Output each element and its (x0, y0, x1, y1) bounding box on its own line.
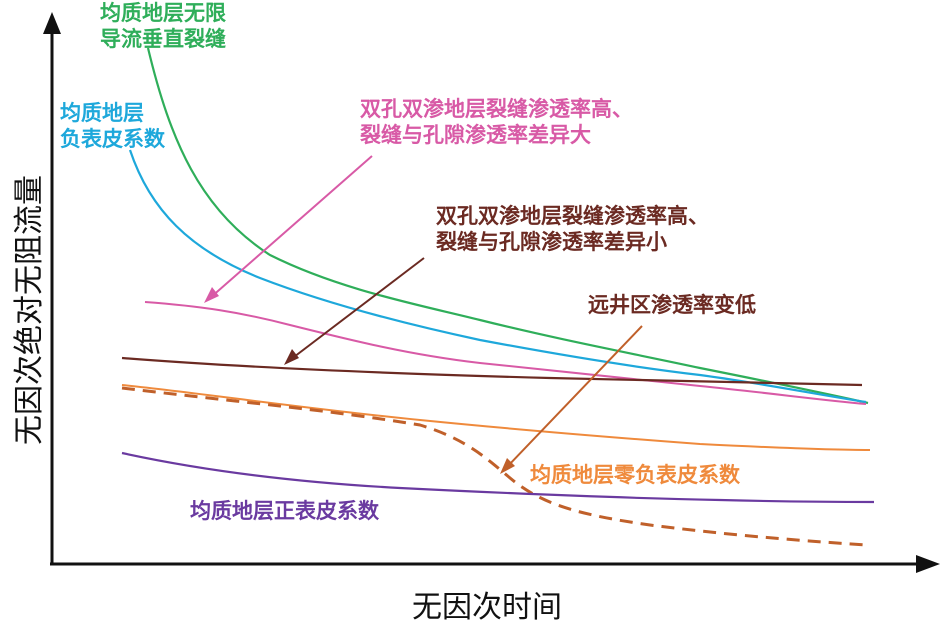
label-line: 双孔双渗地层裂缝渗透率高、 (436, 203, 709, 228)
label-line: 导流垂直裂缝 (100, 26, 226, 51)
label-line: 负表皮系数 (60, 126, 165, 151)
label-line: 均质地层无限 (100, 0, 226, 25)
curve-infinite-fracture (146, 47, 869, 405)
label-dual-porosity-small: 双孔双渗地层裂缝渗透率高、 裂缝与孔隙渗透率差异小 (436, 203, 709, 255)
label-far-zone-low: 远井区渗透率变低 (588, 292, 756, 318)
pointer-dual-porosity-small-arrowhead-icon (284, 349, 299, 365)
label-line: 裂缝与孔隙渗透率差异小 (436, 229, 667, 254)
pointer-far-zone-low (505, 325, 643, 469)
y-axis-arrow-icon (43, 12, 61, 34)
label-line: 均质地层零负表皮系数 (530, 462, 740, 487)
pointer-dual-porosity-large-arrowhead-icon (204, 287, 219, 303)
label-line: 均质地层正表皮系数 (190, 498, 379, 523)
label-zero-skin: 均质地层零负表皮系数 (530, 462, 740, 488)
label-line: 裂缝与孔隙渗透率差异大 (360, 122, 591, 147)
curve-negative-skin (128, 149, 867, 404)
pointer-dual-porosity-large (209, 155, 373, 299)
label-negative-skin: 均质地层 负表皮系数 (60, 100, 165, 152)
curve-dual-porosity-large (144, 301, 867, 405)
x-axis-arrow-icon (916, 555, 940, 573)
label-line: 远井区渗透率变低 (588, 292, 756, 317)
curve-zero-skin (121, 384, 871, 451)
y-axis-title: 无因次绝对无阻流量 (12, 175, 47, 445)
label-positive-skin: 均质地层正表皮系数 (190, 498, 379, 524)
pointer-far-zone-low-arrowhead-icon (500, 458, 515, 474)
curve-positive-skin (121, 451, 875, 504)
curve-dual-porosity-small (121, 356, 863, 387)
label-infinite-fracture: 均质地层无限 导流垂直裂缝 (100, 0, 226, 52)
label-dual-porosity-large: 双孔双渗地层裂缝渗透率高、 裂缝与孔隙渗透率差异大 (360, 96, 633, 148)
label-line: 均质地层 (60, 100, 144, 125)
label-line: 双孔双渗地层裂缝渗透率高、 (360, 96, 633, 121)
x-axis-title: 无因次时间 (412, 590, 562, 625)
pointer-dual-porosity-small (289, 257, 425, 361)
